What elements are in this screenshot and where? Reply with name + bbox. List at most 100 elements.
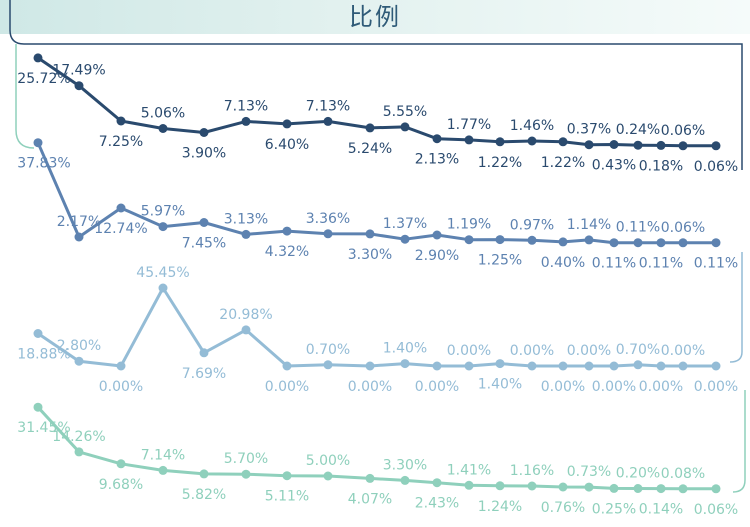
data-point [74, 232, 84, 242]
data-point [241, 325, 251, 335]
data-label: 0.24% [616, 122, 660, 138]
data-point [400, 234, 410, 244]
data-point [711, 141, 721, 151]
data-point [656, 484, 666, 494]
data-label: 5.97% [141, 204, 185, 220]
data-label: 0.14% [639, 502, 683, 518]
data-point [495, 137, 505, 147]
data-label: 1.25% [478, 253, 522, 269]
data-label: 7.45% [182, 236, 226, 252]
data-label: 3.90% [182, 146, 226, 162]
data-label: 3.30% [383, 457, 427, 473]
data-point [558, 137, 568, 147]
data-label: 0.00% [567, 343, 611, 359]
data-label: 0.76% [541, 500, 585, 516]
data-point [633, 238, 643, 248]
data-point [400, 359, 410, 369]
data-label: 0.11% [592, 256, 636, 272]
series-line [37, 286, 716, 368]
data-point [116, 116, 126, 126]
data-label: 31.45% [17, 420, 70, 436]
data-point [678, 361, 688, 371]
data-point [656, 361, 666, 371]
data-label: 1.41% [447, 462, 491, 478]
data-label: 18.88% [17, 347, 70, 363]
data-point [116, 459, 126, 469]
data-label: 5.55% [383, 104, 427, 120]
data-point [282, 471, 292, 481]
data-label: 7.69% [182, 366, 226, 382]
data-label: 0.00% [99, 379, 143, 395]
data-label: 7.13% [224, 98, 268, 114]
data-point [158, 283, 168, 293]
panel-frame [9, 0, 743, 170]
data-label: 1.22% [541, 155, 585, 171]
data-point [323, 471, 333, 481]
data-label: 0.00% [694, 379, 738, 395]
data-point [116, 203, 126, 213]
data-label: 6.40% [265, 137, 309, 153]
data-point [558, 361, 568, 371]
data-label: 0.37% [567, 122, 611, 138]
data-point [241, 116, 251, 126]
data-point [432, 361, 442, 371]
data-label: 0.18% [639, 158, 683, 174]
data-label: 1.16% [510, 463, 554, 479]
data-point [158, 465, 168, 475]
data-point [464, 480, 474, 490]
data-label: 2.90% [415, 248, 459, 264]
data-label: 0.06% [694, 502, 738, 518]
data-label: 4.32% [265, 244, 309, 260]
data-point [527, 361, 537, 371]
title-band [0, 0, 750, 34]
data-label: 5.82% [182, 487, 226, 503]
data-label: 0.25% [592, 501, 636, 517]
data-label: 1.40% [478, 377, 522, 393]
data-point [495, 359, 505, 369]
data-label: 0.00% [415, 379, 459, 395]
data-point [199, 469, 209, 479]
data-point [74, 447, 84, 457]
data-point [558, 237, 568, 247]
data-label: 0.11% [639, 256, 683, 272]
data-point [558, 482, 568, 492]
data-point [33, 138, 43, 148]
panel-frame [729, 252, 743, 363]
data-label: 1.14% [567, 217, 611, 233]
data-label: 0.00% [447, 343, 491, 359]
data-point [432, 478, 442, 488]
data-label: 0.11% [616, 220, 660, 236]
data-label: 0.20% [616, 466, 660, 482]
data-point [584, 235, 594, 245]
data-point [199, 218, 209, 227]
data-label: 5.11% [265, 489, 309, 505]
data-label: 1.22% [478, 155, 522, 171]
data-point [74, 356, 84, 366]
data-label: 0.06% [661, 220, 705, 236]
data-label: 7.13% [306, 98, 350, 114]
data-label: 2.13% [415, 152, 459, 168]
data-label: 17.49% [52, 63, 105, 79]
data-label: 0.00% [639, 379, 683, 395]
data-point [464, 135, 474, 145]
data-point [609, 238, 619, 248]
data-label: 5.00% [306, 453, 350, 469]
data-point [323, 360, 333, 370]
data-point [584, 482, 594, 492]
chart-title: 比例 [349, 3, 401, 31]
data-point [365, 473, 375, 483]
data-label: 9.68% [99, 477, 143, 493]
data-point [711, 361, 721, 371]
data-point [711, 484, 721, 494]
data-label: 1.37% [383, 216, 427, 232]
data-label: 0.00% [348, 379, 392, 395]
data-label: 0.00% [510, 343, 554, 359]
data-label: 3.36% [306, 211, 350, 227]
data-label: 37.83% [17, 156, 70, 172]
data-label: 0.73% [567, 464, 611, 480]
data-point [400, 122, 410, 132]
data-label: 0.00% [592, 379, 636, 395]
panel-frame [15, 44, 35, 149]
data-label: 0.70% [306, 342, 350, 358]
